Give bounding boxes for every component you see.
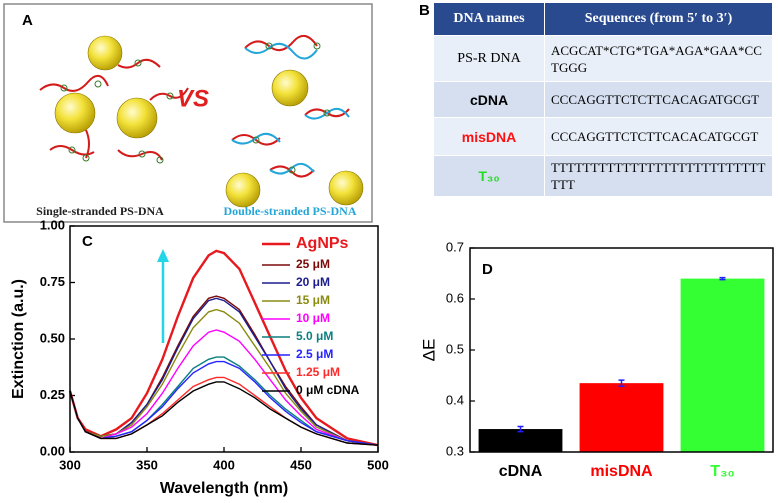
sequence-cell: CCCAGGTTCTCTTCACACATGCGT	[544, 117, 773, 156]
header-cell: Sequences (from 5′ to 3′)	[544, 2, 773, 36]
bar	[478, 429, 563, 452]
legend-label: AgNPs	[296, 235, 349, 252]
name-cell: misDNA	[433, 117, 545, 156]
y-axis-label: ΔE	[419, 339, 438, 362]
x-tick-label: 450	[290, 457, 312, 472]
spectrum-line	[68, 249, 379, 447]
spectrum-line	[69, 308, 379, 446]
bar	[579, 383, 664, 452]
y-tick-label: 0.6	[446, 290, 464, 305]
x-tick-label: cDNA	[499, 463, 543, 480]
y-tick-label: 0.3	[446, 443, 464, 458]
legend-label: 10 μM	[296, 311, 330, 325]
panel-label: B	[419, 2, 430, 19]
bar	[680, 278, 765, 452]
y-tick-label: 0.50	[40, 330, 65, 345]
plot-frame	[69, 225, 379, 453]
name-cell: PS-R DNA	[433, 35, 545, 82]
error-bar	[618, 379, 625, 387]
y-tick-label: 0.5	[446, 341, 464, 356]
sequence-cell: ACGCAT*CTG*TGA*AGA*GAA*CCTGGG	[544, 35, 773, 82]
y-tick-label: 0.25	[40, 387, 65, 402]
spectrum-line	[69, 329, 379, 446]
plot-frame	[469, 247, 774, 453]
sequence-cell: CCCAGGTTCTCTTCACAGATGCGT	[544, 81, 773, 118]
error-bar	[517, 425, 524, 433]
row: T₃₀ TTTTTTTTTTTTTTTTTTTTTTTTTTTTTT	[433, 155, 773, 197]
sequence-cell: TTTTTTTTTTTTTTTTTTTTTTTTTTTTTT	[544, 155, 773, 197]
row: cDNA CCCAGGTTCTCTTCACAGATGCGT	[433, 81, 773, 118]
nanoparticles	[54, 35, 364, 208]
panel-label: D	[482, 261, 493, 278]
legend-label: 0 μM cDNA	[296, 383, 360, 397]
x-tick-label: T₃₀	[710, 463, 734, 480]
x-tick-label: 500	[367, 457, 389, 472]
y-tick-label: 0.00	[40, 443, 65, 458]
x-tick-label: 350	[136, 457, 158, 472]
name-cell: T₃₀	[433, 155, 545, 197]
row: misDNA CCCAGGTTCTCTTCACACATGCGT	[433, 117, 773, 156]
caption: Single-stranded PS-DNA	[36, 204, 164, 218]
vs-label: VS	[177, 85, 209, 112]
legend-label: 2.5 μM	[296, 347, 333, 361]
legend-label: 5.0 μM	[296, 329, 333, 343]
x-tick-label: misDNA	[590, 463, 653, 480]
legend-label: 15 μM	[296, 293, 330, 307]
y-axis-label: Extinction (a.u.)	[10, 279, 27, 399]
y-tick-label: 1.00	[40, 217, 65, 232]
panel-label: A	[22, 12, 33, 29]
panel-label: C	[82, 233, 93, 250]
header-cell: DNA names	[433, 2, 545, 36]
sequence-table: DNA names Sequences (from 5′ to 3′) PS-R…	[433, 2, 773, 197]
tags	[60, 42, 331, 174]
y-tick-label: 0.4	[446, 392, 464, 407]
x-tick-label: 300	[59, 457, 81, 472]
spectrum-line	[69, 360, 379, 446]
panel-a: A VS Single-stranded PS-DNA	[3, 3, 373, 223]
legend-label: 1.25 μM	[296, 365, 340, 379]
error-bar	[719, 276, 726, 281]
legend-label: 20 μM	[296, 275, 330, 289]
name-cell: cDNA	[433, 81, 545, 118]
x-tick-label: 400	[213, 457, 235, 472]
row: PS-R DNA ACGCAT*CTG*TGA*AGA*GAA*CCTGGG	[433, 35, 773, 82]
caption: Double-stranded PS-DNA	[223, 204, 356, 218]
legend-label: 25 μM	[296, 257, 330, 271]
y-tick-label: 0.75	[40, 274, 65, 289]
x-axis-label: Wavelength (nm)	[160, 480, 288, 497]
y-tick-label: 0.7	[446, 239, 464, 254]
spectrum-line	[69, 381, 379, 446]
trend-arrow-head	[157, 249, 169, 262]
header-row: DNA names Sequences (from 5′ to 3′)	[433, 2, 773, 36]
strands	[39, 35, 350, 178]
